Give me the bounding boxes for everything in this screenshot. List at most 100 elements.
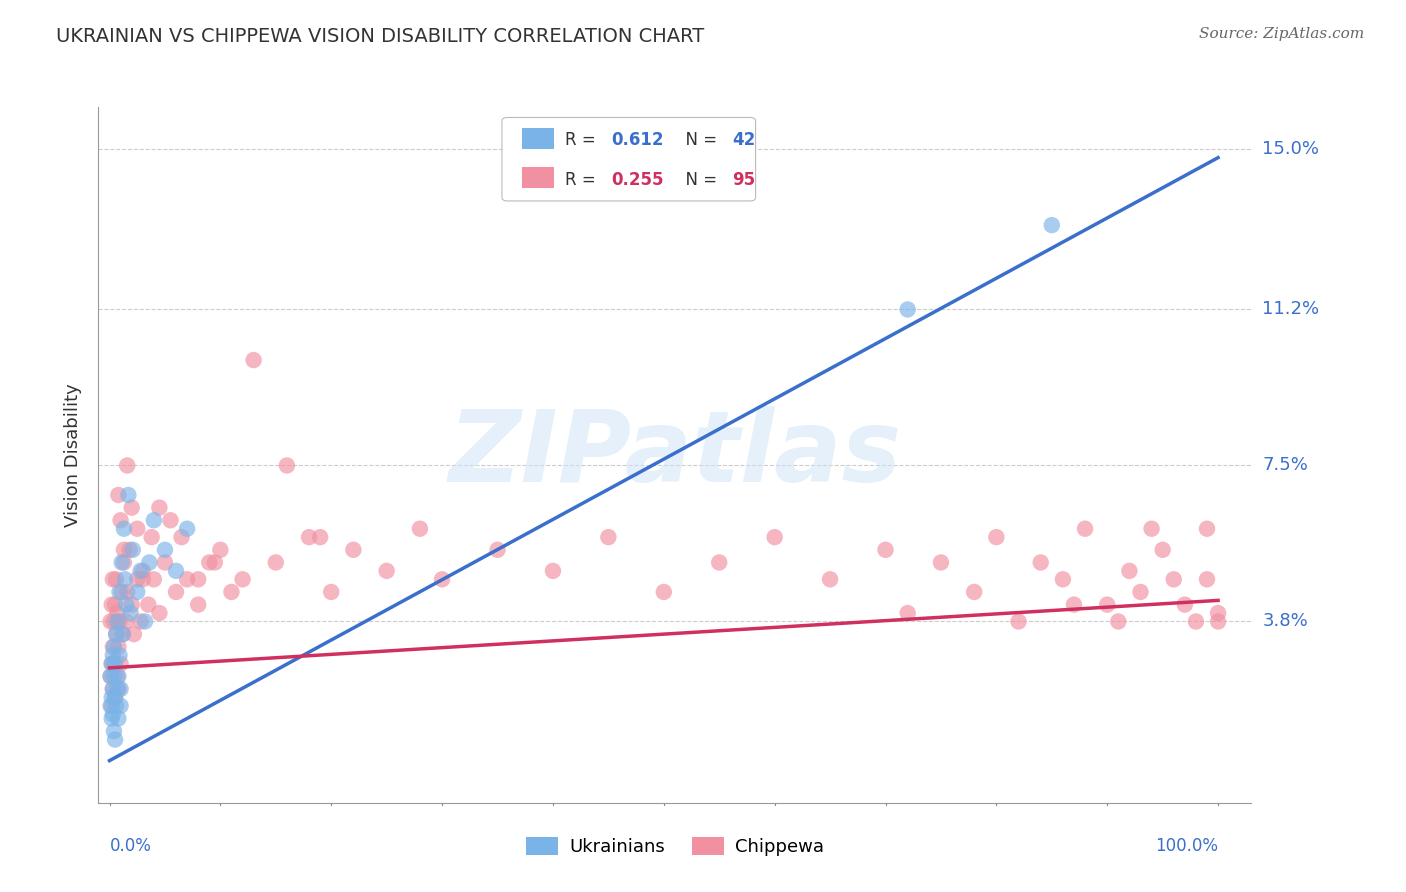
Point bbox=[105, 572, 128, 586]
Point bbox=[115, 615, 138, 629]
Point bbox=[148, 606, 170, 620]
Point bbox=[652, 585, 675, 599]
Point bbox=[1052, 572, 1074, 586]
Point bbox=[100, 598, 122, 612]
Point bbox=[105, 606, 128, 620]
Point bbox=[963, 585, 986, 599]
Point bbox=[763, 530, 786, 544]
Point bbox=[153, 556, 176, 570]
Point bbox=[101, 681, 124, 696]
Point bbox=[486, 542, 509, 557]
Point bbox=[100, 698, 122, 713]
Point bbox=[986, 530, 1008, 544]
Point bbox=[1007, 615, 1029, 629]
Point bbox=[187, 598, 209, 612]
Text: 95: 95 bbox=[733, 170, 755, 189]
Point bbox=[112, 522, 135, 536]
Point bbox=[342, 542, 364, 557]
Text: R =: R = bbox=[565, 170, 602, 189]
Point bbox=[104, 598, 127, 612]
Text: 11.2%: 11.2% bbox=[1263, 301, 1320, 318]
Point bbox=[105, 669, 128, 683]
Point bbox=[105, 615, 128, 629]
Point bbox=[1152, 542, 1174, 557]
Point bbox=[107, 681, 129, 696]
Point bbox=[165, 585, 187, 599]
Point bbox=[1129, 585, 1152, 599]
Point bbox=[103, 724, 125, 739]
Point bbox=[129, 615, 152, 629]
Point bbox=[112, 556, 135, 570]
Text: UKRAINIAN VS CHIPPEWA VISION DISABILITY CORRELATION CHART: UKRAINIAN VS CHIPPEWA VISION DISABILITY … bbox=[56, 27, 704, 45]
Point bbox=[100, 669, 122, 683]
Point bbox=[127, 572, 149, 586]
Point bbox=[1206, 606, 1229, 620]
Text: Source: ZipAtlas.com: Source: ZipAtlas.com bbox=[1198, 27, 1364, 41]
Point bbox=[127, 522, 149, 536]
Point bbox=[104, 657, 127, 671]
Text: N =: N = bbox=[675, 170, 723, 189]
Point bbox=[1107, 615, 1129, 629]
Point bbox=[204, 556, 226, 570]
Point bbox=[134, 615, 156, 629]
Point bbox=[100, 711, 122, 725]
Point bbox=[103, 669, 125, 683]
Point bbox=[114, 572, 136, 586]
Point bbox=[242, 353, 264, 368]
Point bbox=[1195, 522, 1218, 536]
Point bbox=[100, 669, 122, 683]
Point bbox=[1063, 598, 1085, 612]
Point bbox=[118, 542, 141, 557]
Point bbox=[100, 657, 122, 671]
Point bbox=[1097, 598, 1119, 612]
Point bbox=[142, 572, 165, 586]
Point bbox=[117, 585, 139, 599]
Point bbox=[142, 513, 165, 527]
FancyBboxPatch shape bbox=[502, 118, 755, 201]
Point bbox=[111, 585, 134, 599]
Point bbox=[1118, 564, 1140, 578]
Point bbox=[101, 572, 124, 586]
Point bbox=[105, 681, 128, 696]
Point bbox=[120, 606, 142, 620]
Point bbox=[110, 513, 132, 527]
Point bbox=[100, 615, 122, 629]
Point bbox=[141, 530, 163, 544]
Point bbox=[1185, 615, 1208, 629]
Point bbox=[104, 732, 127, 747]
Point bbox=[105, 627, 128, 641]
Point bbox=[148, 500, 170, 515]
Point bbox=[1040, 218, 1063, 232]
Point bbox=[101, 648, 124, 663]
Point bbox=[121, 542, 143, 557]
Point bbox=[276, 458, 298, 473]
Point bbox=[929, 556, 952, 570]
Point bbox=[101, 640, 124, 654]
Point bbox=[108, 648, 131, 663]
Point bbox=[897, 302, 920, 317]
Point bbox=[103, 615, 125, 629]
Point bbox=[107, 669, 129, 683]
Legend: Ukrainians, Chippewa: Ukrainians, Chippewa bbox=[519, 830, 831, 863]
Text: 100.0%: 100.0% bbox=[1156, 837, 1218, 855]
Text: ZIPatlas: ZIPatlas bbox=[449, 407, 901, 503]
Point bbox=[375, 564, 398, 578]
Point bbox=[101, 707, 124, 722]
Text: 42: 42 bbox=[733, 131, 756, 149]
Point bbox=[176, 572, 198, 586]
Point bbox=[1206, 615, 1229, 629]
Point bbox=[129, 564, 152, 578]
Point bbox=[108, 615, 131, 629]
Point bbox=[159, 513, 181, 527]
Point bbox=[103, 657, 125, 671]
Point bbox=[541, 564, 564, 578]
Point bbox=[1140, 522, 1163, 536]
Point bbox=[101, 681, 124, 696]
Text: N =: N = bbox=[675, 131, 723, 149]
Point bbox=[111, 556, 134, 570]
Point bbox=[231, 572, 254, 586]
Point bbox=[108, 585, 131, 599]
Point bbox=[321, 585, 343, 599]
Point bbox=[107, 488, 129, 502]
Point bbox=[100, 690, 122, 705]
